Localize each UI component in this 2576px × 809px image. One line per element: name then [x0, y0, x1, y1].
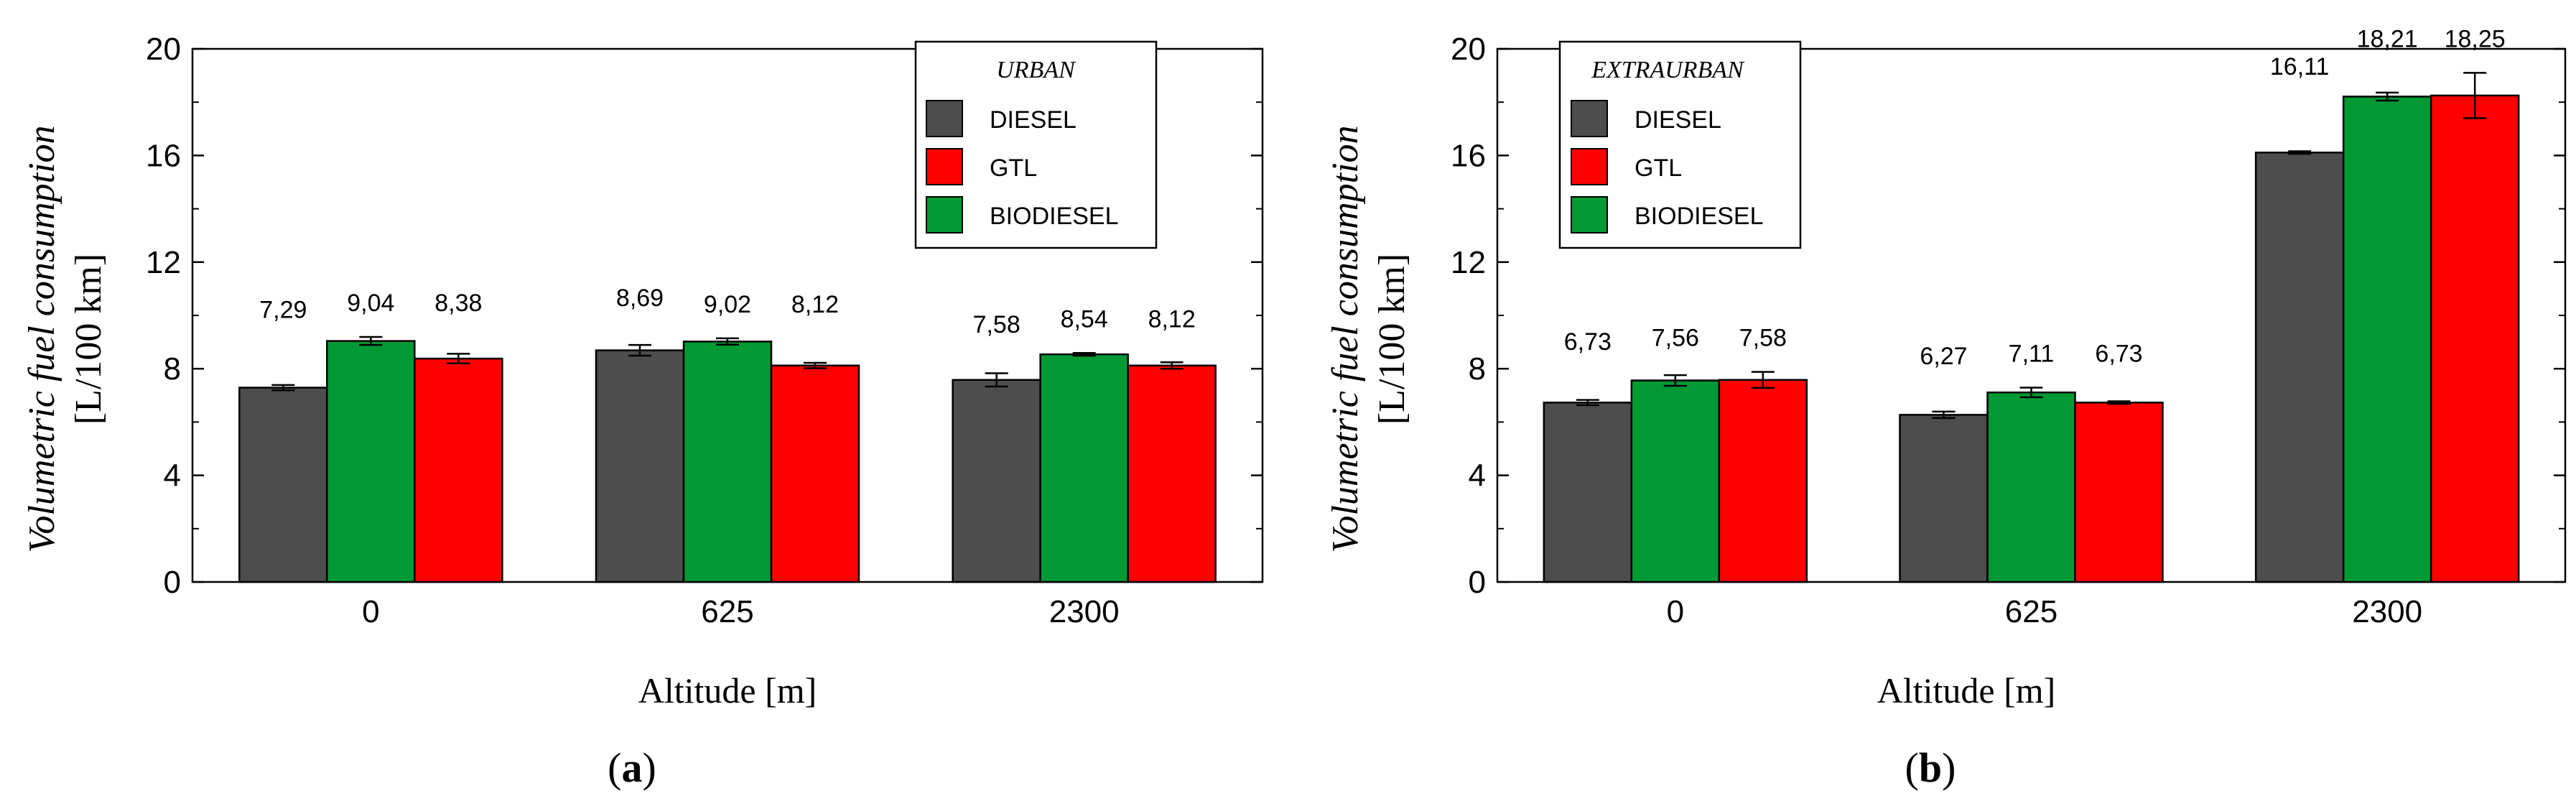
y-tick-label: 20	[1451, 32, 1486, 67]
caption-letter: a	[622, 744, 643, 791]
data-label-biodiesel-625: 9,02	[704, 291, 751, 318]
x-tick-label: 625	[2005, 594, 2057, 629]
caption-close: )	[643, 744, 656, 791]
data-label-diesel-2300: 7,58	[973, 311, 1020, 338]
legend-label-gtl: GTL	[1635, 154, 1682, 182]
legend: EXTRAURBAN DIESEL GTL BIODIESEL	[1558, 40, 1802, 249]
legend-label-diesel: DIESEL	[1635, 106, 1721, 134]
bar-diesel-625	[595, 349, 685, 583]
legend-label-gtl: GTL	[990, 154, 1037, 182]
data-label-biodiesel-625: 7,11	[2009, 341, 2055, 368]
data-label-gtl-625: 6,73	[2095, 341, 2142, 368]
caption-letter: b	[1919, 744, 1942, 791]
caption-open: (	[1905, 744, 1919, 791]
y-tick-label: 20	[146, 32, 181, 67]
legend-label-diesel: DIESEL	[990, 106, 1077, 134]
bar-gtl-625	[770, 364, 860, 583]
chart-panel-extraurban: Volumetric fuel consumption [L/100 km] A…	[1325, 25, 2567, 791]
x-tick-label: 2300	[1049, 594, 1120, 629]
bar-diesel-0	[238, 387, 328, 583]
data-label-diesel-0: 6,73	[1564, 328, 1612, 356]
bar-diesel-2300	[952, 379, 1041, 583]
y-axis-unit: [L/100 km]	[68, 254, 109, 425]
legend-label-biodiesel: BIODIESEL	[990, 203, 1119, 230]
panel-caption: (b)	[1905, 744, 1956, 791]
data-label-biodiesel-0: 7,56	[1652, 325, 1699, 352]
plot-area: 0 4 8 12 16 20 0 625 2300 7,29 9,04 8,38 8,69 9,02 8,1…	[146, 32, 1264, 629]
panel-caption: (a)	[608, 744, 656, 791]
y-tick-label: 12	[1451, 245, 1486, 280]
chart-panel-urban: Volumetric fuel consumption [L/100 km] A…	[22, 32, 1264, 791]
bar-biodiesel-0	[1630, 379, 1721, 583]
legend-swatch-gtl	[1571, 148, 1608, 185]
bar-diesel-0	[1543, 402, 1633, 583]
y-tick-label: 16	[146, 138, 181, 173]
legend-title: EXTRAURBAN	[1591, 57, 1745, 83]
data-label-diesel-2300: 16,11	[2270, 53, 2330, 80]
bar-gtl-2300	[1127, 364, 1217, 583]
legend-title: URBAN	[996, 57, 1077, 83]
legend-label-biodiesel: BIODIESEL	[1635, 203, 1764, 230]
bar-gtl-2300	[2429, 94, 2520, 583]
y-tick-label: 0	[1469, 565, 1486, 600]
x-tick-label: 0	[1667, 594, 1684, 629]
data-label-biodiesel-2300: 8,54	[1061, 305, 1108, 333]
legend-swatch-gtl	[926, 148, 963, 185]
bar-diesel-625	[1899, 414, 1989, 583]
data-label-gtl-2300: 18,25	[2445, 25, 2506, 52]
caption-close: )	[1942, 744, 1956, 791]
legend-swatch-biodiesel	[1571, 196, 1608, 234]
bar-gtl-625	[2074, 402, 2164, 583]
bar-biodiesel-0	[326, 340, 416, 583]
x-tick-label: 0	[362, 594, 379, 629]
legend-swatch-biodiesel	[926, 196, 963, 234]
bar-gtl-0	[414, 357, 503, 583]
bar-biodiesel-625	[1986, 391, 2076, 583]
legend-swatch-diesel	[1571, 100, 1608, 137]
y-tick-label: 4	[1469, 458, 1486, 494]
data-label-gtl-625: 8,12	[791, 291, 839, 318]
caption-open: (	[608, 744, 621, 791]
x-axis-title: Altitude [m]	[638, 670, 817, 711]
legend: URBAN DIESEL GTL BIODIESEL	[914, 40, 1158, 249]
x-tick-label: 625	[701, 594, 753, 629]
y-tick-label: 16	[1451, 138, 1486, 173]
bar-biodiesel-2300	[1039, 353, 1129, 583]
y-tick-label: 12	[146, 245, 181, 280]
y-tick-label: 8	[1469, 351, 1486, 387]
data-label-diesel-625: 6,27	[1920, 343, 1967, 370]
data-label-biodiesel-0: 9,04	[347, 290, 394, 317]
plot-area: 0 4 8 12 16 20 0 625 2300 6,73 7,56 7,58 6,27 7,11 6,7…	[1451, 25, 2567, 629]
y-axis-title: Volumetric fuel consumption	[22, 125, 62, 553]
legend-swatch-diesel	[926, 100, 963, 137]
x-axis-title: Altitude [m]	[1877, 670, 2056, 711]
y-tick-label: 0	[164, 565, 181, 600]
data-label-gtl-0: 8,38	[434, 290, 482, 317]
bar-biodiesel-2300	[2342, 96, 2432, 583]
y-axis-title: Volumetric fuel consumption	[1325, 125, 1366, 553]
bar-diesel-2300	[2254, 152, 2345, 583]
bar-gtl-0	[1718, 379, 1808, 583]
y-axis-unit: [L/100 km]	[1372, 254, 1413, 425]
data-label-gtl-0: 7,58	[1739, 325, 1787, 352]
data-label-biodiesel-2300: 18,21	[2357, 25, 2418, 52]
y-tick-label: 8	[164, 351, 181, 387]
bar-biodiesel-625	[682, 341, 773, 583]
y-tick-label: 4	[164, 458, 181, 494]
data-label-diesel-625: 8,69	[616, 285, 664, 312]
x-tick-label: 2300	[2352, 594, 2422, 629]
data-label-gtl-2300: 8,12	[1148, 305, 1196, 333]
data-label-diesel-0: 7,29	[259, 296, 307, 323]
